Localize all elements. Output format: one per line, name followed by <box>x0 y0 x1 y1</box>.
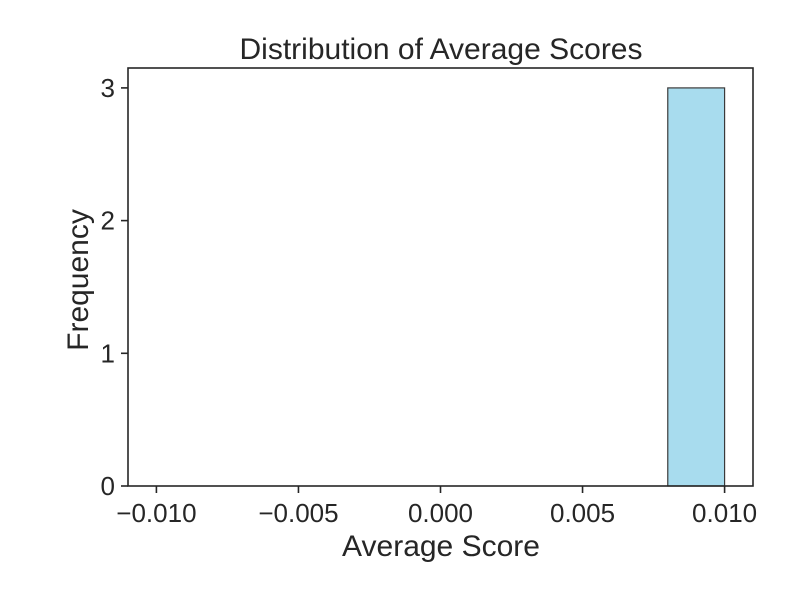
y-tick-label: 3 <box>101 73 115 103</box>
plot-frame <box>127 67 754 487</box>
x-axis-label: Average Score <box>342 530 540 563</box>
y-axis-label: Frequency <box>62 209 95 351</box>
x-tick-label: 0.005 <box>550 498 615 528</box>
x-tick-label: −0.010 <box>116 498 196 528</box>
x-tick-label: −0.005 <box>258 498 338 528</box>
y-tick-label: 0 <box>101 471 115 501</box>
y-tick-label: 1 <box>101 338 115 368</box>
y-tick-label: 2 <box>101 206 115 236</box>
y-axis-ticks: 0 1 2 3 <box>101 73 128 501</box>
chart-title: Distribution of Average Scores <box>240 33 643 66</box>
x-tick-label: 0.010 <box>692 498 757 528</box>
histogram-bar-0 <box>667 87 726 487</box>
x-tick-label: 0.000 <box>408 498 473 528</box>
x-axis-ticks: −0.010 −0.005 0.000 0.005 0.010 <box>116 486 757 528</box>
bars-group <box>667 87 726 487</box>
